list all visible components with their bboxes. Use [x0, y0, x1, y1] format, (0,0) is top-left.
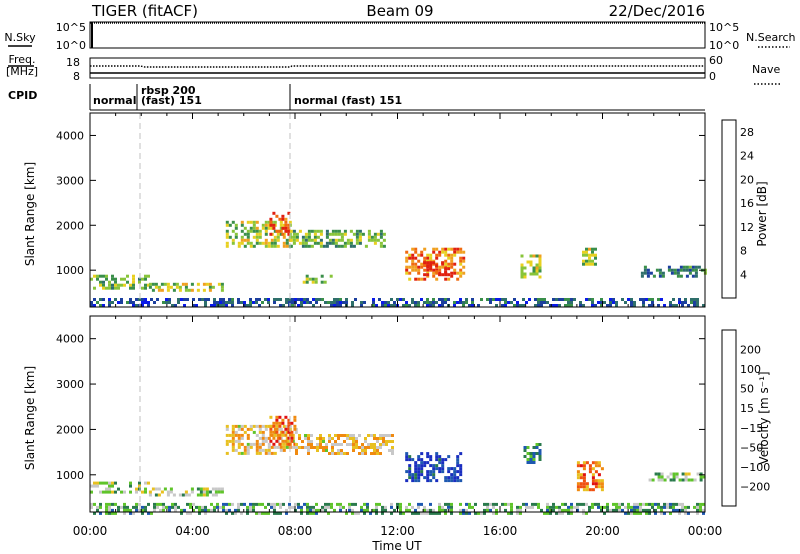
power-colorbar-tick: 20	[740, 173, 754, 186]
velocity-colorbar-tick: 50	[740, 383, 754, 396]
power-echo-region-4	[289, 229, 386, 248]
velocity-echo-region-8	[648, 472, 706, 482]
nsearch-tick-low: 10^0	[709, 39, 739, 52]
nsky-label: N.Sky	[4, 31, 36, 44]
power-echo-region-7	[423, 261, 451, 277]
date-title: 22/Dec/2016	[609, 2, 705, 20]
velocity-colorbar-tick: −50	[740, 441, 763, 454]
nsky-tick-high: 10^5	[56, 21, 86, 34]
cpid-segment-rbsp: rbsp 200	[141, 84, 196, 97]
nave-tick-high: 60	[709, 54, 723, 67]
nsearch-tick-high: 10^5	[709, 21, 739, 34]
velocity-echo-region-7	[576, 461, 604, 492]
power-x-ticks	[89, 113, 706, 307]
nsearch-label: N.Search	[746, 31, 796, 44]
freq-panel: Freq. [MHz] 18 8 60 0 Nave	[6, 53, 780, 85]
velocity-colorbar-tick: −100	[740, 461, 770, 474]
velocity-y-tick-label: 3000	[56, 378, 84, 391]
power-colorbar-tick: 8	[740, 245, 747, 258]
velocity-echo-region-5	[405, 452, 463, 483]
x-tick-label: 00:00	[73, 524, 108, 538]
velocity-colorbar-tick: 200	[740, 344, 761, 357]
velocity-y-tick-label: 4000	[56, 333, 84, 346]
freq-label: Freq.	[8, 53, 35, 66]
power-data	[90, 211, 707, 307]
x-tick-label: 12:00	[380, 524, 415, 538]
freq-tick-high: 18	[66, 56, 80, 69]
power-colorbar-tick: 24	[740, 150, 754, 163]
power-echo-region-1	[148, 282, 224, 292]
velocity-data	[90, 415, 706, 515]
power-echo-region-0	[90, 274, 150, 290]
velocity-echo-region-3	[269, 415, 297, 446]
x-axis-label: Time UT	[371, 539, 422, 553]
x-tick-label: 04:00	[175, 524, 210, 538]
power-echo-region-6	[405, 247, 466, 281]
power-colorbar-label: Power [dB]	[755, 181, 769, 246]
cpid-segment-normal-fast: normal (fast) 151	[294, 94, 402, 107]
x-tick-label: 20:00	[585, 524, 620, 538]
velocity-y-axis: 1000 2000 3000 4000	[56, 333, 705, 482]
power-echo-region-8	[520, 254, 542, 279]
radar-title: TIGER (fitACF)	[91, 2, 198, 20]
power-colorbar: 4 8 12 16 20 24 28 Power [dB]	[721, 119, 769, 299]
freq-unit: [MHz]	[6, 65, 38, 78]
power-echo-region-9	[582, 247, 597, 266]
power-y-axis: 1000 2000 3000 4000	[56, 129, 705, 277]
x-axis: 00:00 04:00 08:00 12:00 16:00 20:00 00:00	[73, 524, 723, 538]
nave-tick-low: 0	[709, 70, 716, 83]
cpid-panel: CPID normal rbsp 200 (fast) 151 normal (…	[8, 84, 705, 111]
x-tick-label: 00:00	[688, 524, 723, 538]
cpid-label: CPID	[8, 89, 37, 102]
velocity-colorbar-tick: −15	[740, 422, 763, 435]
x-tick-label: 08:00	[278, 524, 313, 538]
power-colorbar-tick: 12	[740, 221, 754, 234]
power-y-tick-label: 3000	[56, 174, 84, 187]
nsky-tick-low: 10^0	[56, 39, 86, 52]
power-y-tick-label: 2000	[56, 219, 84, 232]
velocity-colorbar-tick: 100	[740, 363, 761, 376]
velocity-y-tick-label: 1000	[56, 469, 84, 482]
cpid-segment-normal: normal	[93, 94, 136, 107]
velocity-echo-region-4	[295, 434, 394, 455]
power-y-tick-label: 1000	[56, 264, 84, 277]
nave-label: Nave	[752, 63, 780, 76]
power-y-tick-label: 4000	[56, 129, 84, 142]
velocity-colorbar-tick: 15	[740, 402, 754, 415]
velocity-y-tick-label: 2000	[56, 423, 84, 436]
power-echo-region-11	[90, 298, 705, 307]
power-y-label: Slant Range [km]	[23, 162, 37, 266]
x-tick-label: 16:00	[483, 524, 518, 538]
velocity-y-label: Slant Range [km]	[23, 366, 37, 470]
power-echo-region-3	[269, 211, 291, 236]
velocity-colorbar-label: Velocity [m s⁻¹]	[757, 371, 771, 464]
velocity-echo-region-6	[523, 443, 542, 464]
velocity-colorbar-tick: −200	[740, 480, 770, 493]
velocity-panel: 1000 2000 3000 4000 Slant Range [km]	[23, 315, 706, 515]
freq-tick-low: 8	[73, 70, 80, 83]
power-colorbar-tick: 4	[740, 268, 747, 281]
power-colorbar-tick: 28	[740, 126, 754, 139]
power-panel: 1000 2000 3000 4000 Slant Range [km]	[23, 112, 707, 308]
cpid-segment-rbsp-mode: (fast) 151	[141, 94, 202, 107]
velocity-echo-region-9	[90, 502, 705, 515]
nsky-panel: N.Sky 10^5 10^0 10^5 10^0 N.Search	[4, 21, 795, 52]
velocity-echo-region-1	[148, 487, 224, 497]
velocity-x-ticks	[89, 316, 706, 512]
power-colorbar-tick: 16	[740, 197, 754, 210]
velocity-echo-region-0	[90, 481, 150, 494]
beam-title: Beam 09	[366, 2, 433, 20]
velocity-colorbar: 200 100 50 15 −15 −50 −100 −200 Velocity [m s⁻¹…	[721, 329, 771, 507]
power-echo-region-5	[302, 274, 333, 284]
